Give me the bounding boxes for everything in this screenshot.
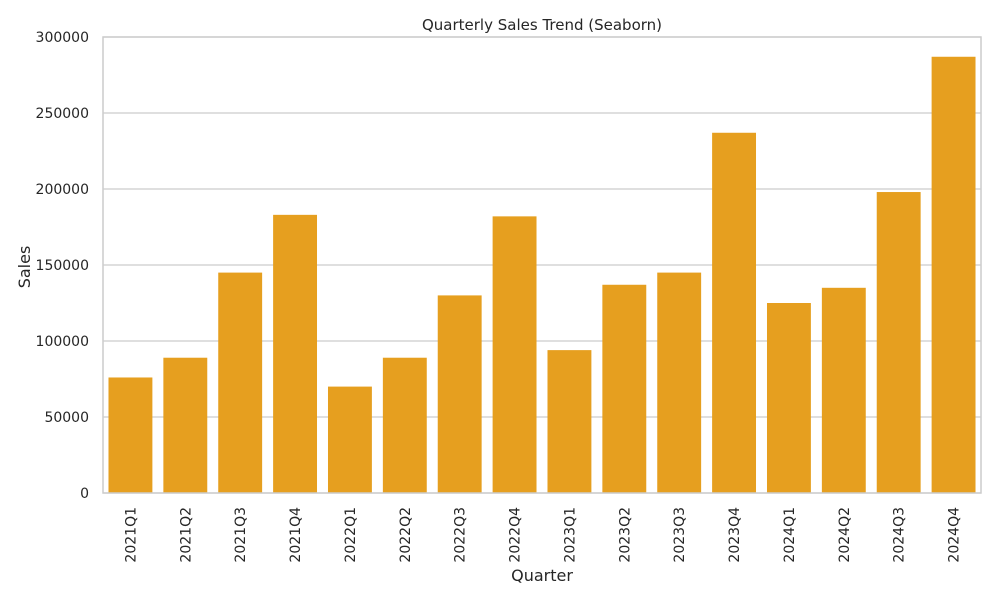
bar-2021Q3 (218, 272, 263, 493)
y-tick-label: 100000 (36, 334, 89, 350)
x-tick-label: 2021Q2 (178, 507, 194, 563)
plot-border (102, 36, 982, 494)
x-tick-label: 2024Q1 (782, 507, 798, 563)
bar-2021Q1 (108, 377, 153, 493)
bar-2024Q4 (931, 56, 976, 493)
chart-title: Quarterly Sales Trend (Seaborn) (422, 16, 662, 34)
x-tick-label: 2021Q4 (288, 507, 304, 563)
bar-2022Q3 (437, 295, 482, 493)
x-axis-label: Quarter (511, 566, 573, 585)
bar-2023Q4 (712, 132, 757, 493)
y-tick-label: 150000 (36, 258, 89, 274)
bar-2023Q3 (657, 272, 702, 493)
x-tick-label: 2024Q4 (947, 507, 963, 563)
x-tick-label: 2022Q2 (398, 507, 414, 563)
x-tick-label: 2021Q1 (123, 507, 139, 563)
bar-2021Q2 (163, 357, 208, 493)
x-tick-label: 2021Q3 (233, 507, 249, 563)
x-tick-label: 2023Q3 (672, 507, 688, 563)
x-tick-label: 2023Q1 (562, 507, 578, 563)
bar-2022Q4 (492, 216, 537, 494)
y-tick-label: 250000 (36, 106, 89, 122)
y-axis-label: Sales (15, 246, 34, 289)
plot-frame (102, 36, 982, 494)
y-axis-ticks: 0 50000 100000 150000 200000 250000 300000 (36, 30, 89, 502)
bar-2024Q3 (876, 192, 921, 494)
y-tick-label: 200000 (36, 182, 89, 198)
bar-2023Q1 (547, 350, 592, 493)
x-tick-label: 2022Q4 (508, 507, 524, 563)
x-tick-label: 2023Q4 (727, 507, 743, 563)
x-tick-label: 2024Q3 (892, 507, 908, 563)
x-tick-label: 2022Q1 (343, 507, 359, 563)
x-tick-label: 2022Q3 (453, 507, 469, 563)
bar-2024Q2 (821, 287, 866, 493)
x-tick-label: 2024Q2 (837, 507, 853, 563)
bar-2021Q4 (273, 214, 318, 493)
bar-2024Q1 (766, 303, 811, 493)
bar-2022Q1 (327, 386, 372, 493)
y-tick-label: 300000 (36, 30, 89, 46)
y-tick-label: 0 (80, 486, 89, 502)
bars (108, 56, 976, 494)
y-tick-label: 50000 (44, 410, 89, 426)
bar-2023Q2 (602, 284, 647, 493)
x-tick-label: 2023Q2 (617, 507, 633, 563)
bar-2022Q2 (382, 357, 427, 493)
x-axis-ticks: 2021Q1 2021Q2 2021Q3 2021Q4 2022Q1 2022Q2 2022… (123, 507, 962, 563)
